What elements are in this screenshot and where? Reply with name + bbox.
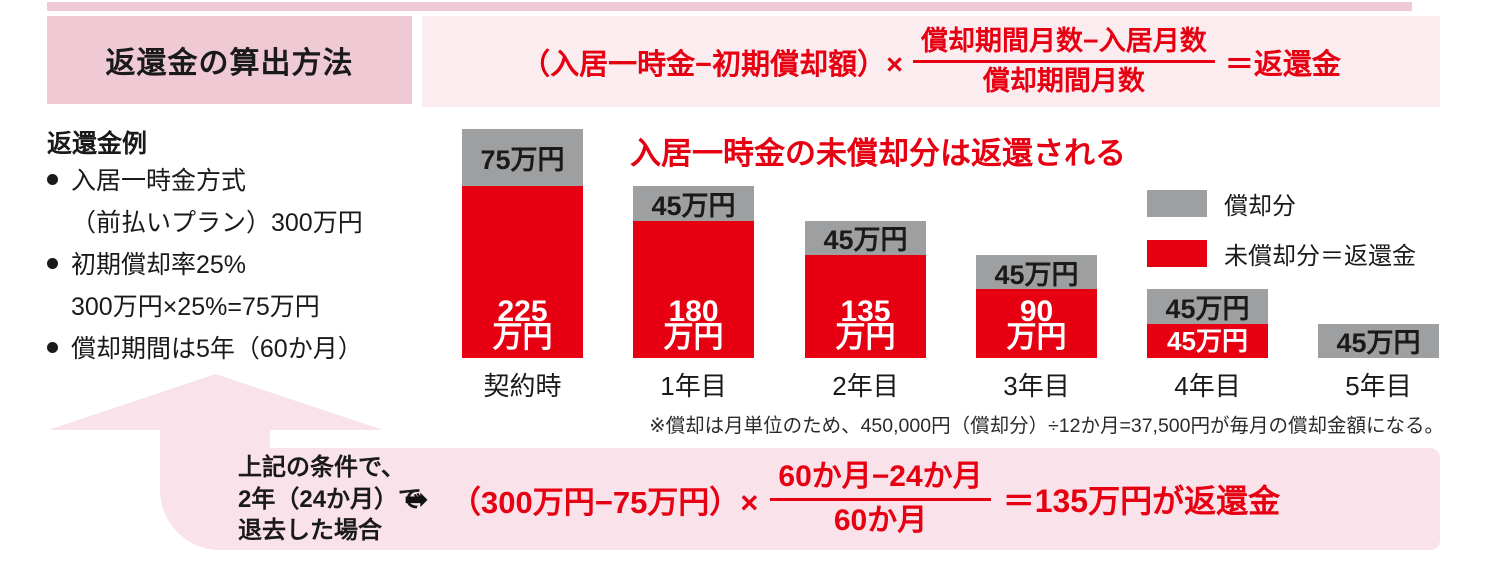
method-title: 返還金の算出方法 xyxy=(105,47,354,80)
bar-refund-label: 90 万円 xyxy=(1006,294,1067,354)
bar-refund-segment: 45万円 xyxy=(1147,323,1268,358)
bar-category-label: 契約時 xyxy=(483,371,562,401)
bar-amortized-label: 45万円 xyxy=(994,259,1079,290)
bar-amortized-segment: 75万円 xyxy=(462,129,583,187)
example-continuation-line: 300万円×25%=75万円 xyxy=(47,284,447,326)
bottom-formula-numerator: 60か月−24か月 xyxy=(770,460,991,501)
bullet-dot-icon xyxy=(47,257,58,269)
example-continuation-line: （前払いプラン）300万円 xyxy=(47,200,447,242)
chart-title: 入居一時金の未償却分は返還される xyxy=(630,136,1126,171)
example-line-text: 初期償却率25% xyxy=(71,251,247,279)
bottom-formula-denominator: 60か月 xyxy=(833,503,928,537)
chart-legend: 償却分未償却分＝返還金 xyxy=(1147,186,1416,286)
bar-amortized-segment: 45万円 xyxy=(805,220,926,256)
formula-lhs: （入居一時金−初期償却額）× xyxy=(521,48,904,81)
chart-note: ※償却は月単位のため、450,000円（償却分）÷12か月=37,500円が毎月… xyxy=(649,415,1444,437)
bar-amortized-segment: 45万円 xyxy=(633,186,754,221)
example-line-text: 入居一時金方式 xyxy=(71,167,247,195)
bullet-dot-icon xyxy=(47,173,58,185)
condition-line: 退去した場合 xyxy=(238,517,382,544)
bar-refund-segment: 135 万円 xyxy=(805,254,926,358)
bar-group: 45万円 180 万円 xyxy=(633,186,754,358)
bar-refund-label: 180 万円 xyxy=(663,294,724,354)
example-heading: 返還金例 xyxy=(47,130,148,158)
bar-refund-segment: 180 万円 xyxy=(633,220,754,358)
right-arrow-icon: ➡ xyxy=(404,484,429,516)
example-bullet-line: 初期償却率25% xyxy=(47,242,447,284)
bar-category-label: 5年目 xyxy=(1345,371,1412,401)
bar-amortized-segment: 45万円 xyxy=(1147,289,1268,324)
example-line-text: 300万円×25%=75万円 xyxy=(71,293,320,321)
formula-denominator: 償却期間月数 xyxy=(982,66,1145,96)
legend-item: 未償却分＝返還金 xyxy=(1147,236,1416,271)
bar-refund-label: 225 万円 xyxy=(492,295,553,354)
bar-amortized-segment: 45万円 xyxy=(1318,323,1439,359)
condition-text: 上記の条件で、 2年（24か月）で 退去した場合 xyxy=(238,452,422,547)
bar-refund-label: 135 万円 xyxy=(835,294,896,354)
formula-box: （入居一時金−初期償却額）× 償却期間月数−入居月数 償却期間月数 ＝返還金 xyxy=(422,16,1440,107)
bottom-formula-lhs: （300万円−75万円）× xyxy=(450,484,759,520)
example-line-text: （前払いプラン）300万円 xyxy=(71,209,363,237)
formula-numerator: 償却期間月数−入居月数 xyxy=(913,26,1215,63)
example-bullet-line: 入居一時金方式 xyxy=(47,158,447,200)
bar-group: 45万円 90 万円 xyxy=(976,254,1097,358)
bar-group: 45万円 xyxy=(1318,323,1439,359)
bar-amortized-label: 75万円 xyxy=(480,145,565,176)
bar-refund-segment: 225 万円 xyxy=(462,186,583,358)
legend-label: 償却分 xyxy=(1224,193,1296,220)
example-line-text: 償却期間は5年（60か月） xyxy=(71,335,363,363)
bar-amortized-segment: 45万円 xyxy=(976,254,1097,290)
bar-amortized-label: 45万円 xyxy=(651,190,736,221)
method-title-box: 返還金の算出方法 xyxy=(47,16,412,104)
bar-group: 75万円 225 万円 xyxy=(462,129,583,358)
bottom-formula: （300万円−75万円）× 60か月−24か月 60か月 ＝135万円が返還金 xyxy=(450,448,1280,550)
bar-category-label: 1年目 xyxy=(660,371,727,401)
legend-label: 未償却分＝返還金 xyxy=(1224,243,1416,270)
bar-amortized-label: 45万円 xyxy=(823,225,908,256)
example-list: 入居一時金方式 （前払いプラン）300万円 初期償却率25% 300万円×25%=75… xyxy=(47,158,447,368)
example-bullet-line: 償却期間は5年（60か月） xyxy=(47,326,447,368)
condition-line: 2年（24か月）で xyxy=(238,485,423,513)
bar-category-label: 3年目 xyxy=(1003,371,1070,401)
bottom-formula-fraction: 60か月−24か月 60か月 xyxy=(770,460,991,538)
bar-group: 45万円 135 万円 xyxy=(805,220,926,358)
top-accent-strip xyxy=(47,2,1412,11)
legend-swatch-red xyxy=(1147,240,1207,267)
condition-line: 上記の条件で、 xyxy=(238,454,406,481)
formula-result: ＝返還金 xyxy=(1224,48,1341,81)
bar-amortized-label: 45万円 xyxy=(1165,293,1250,324)
formula-fraction: 償却期間月数−入居月数 償却期間月数 xyxy=(913,26,1215,97)
legend-swatch-gray xyxy=(1147,190,1207,217)
legend-item: 償却分 xyxy=(1147,186,1416,221)
bar-refund-segment: 90 万円 xyxy=(976,289,1097,358)
bar-group: 45万円 45万円 xyxy=(1147,289,1268,358)
bar-refund-label: 45万円 xyxy=(1167,325,1248,356)
bullet-dot-icon xyxy=(47,341,58,353)
bar-amortized-label: 45万円 xyxy=(1336,328,1421,359)
bottom-formula-result: ＝135万円が返還金 xyxy=(1002,483,1281,519)
bar-category-label: 4年目 xyxy=(1174,371,1241,401)
up-arrow-icon xyxy=(48,374,383,430)
bar-category-label: 2年目 xyxy=(832,371,899,401)
